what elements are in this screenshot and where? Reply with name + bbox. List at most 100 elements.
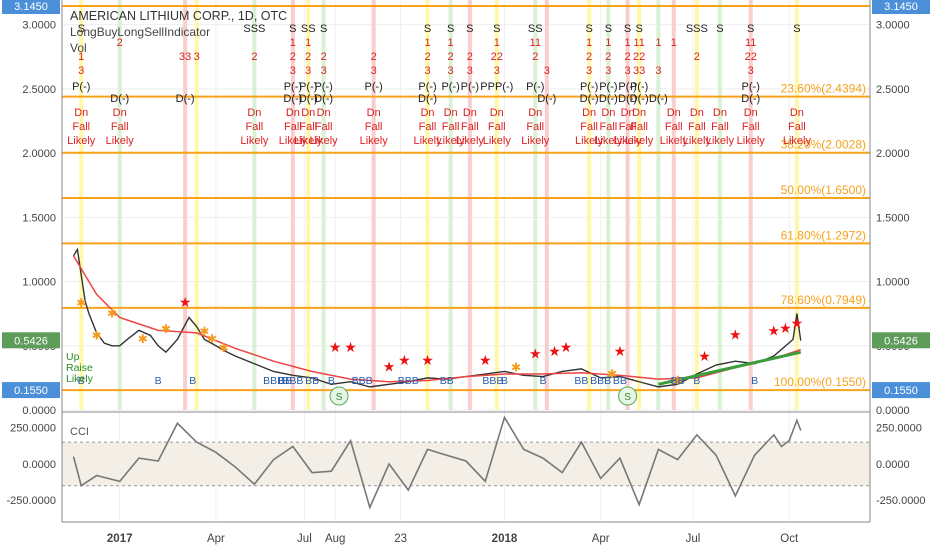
legend: AMERICAN LITHIUM CORP., 1D, OTC LongBuyL…	[70, 8, 287, 56]
cci-band	[62, 442, 870, 486]
fib-label: 100.00%(0.1550)	[774, 375, 866, 389]
signal-text: PPP(-)	[480, 81, 513, 93]
chart-symbol-title: AMERICAN LITHIUM CORP., 1D, OTC	[70, 9, 288, 23]
signal-text: Fall	[619, 121, 637, 133]
signal-text: Dn	[528, 107, 542, 119]
signal-text: Likely	[594, 135, 623, 147]
red-star: ★	[548, 343, 561, 359]
signal-band	[694, 0, 699, 410]
price-badge-right	[872, 382, 930, 399]
price-tick-right: 1.0000	[876, 277, 910, 289]
signal-text: 1	[625, 37, 631, 49]
fib-label: 23.60%(2.4394)	[781, 82, 866, 96]
signal-text: Fall	[742, 121, 760, 133]
cci-label: CCI	[70, 426, 89, 438]
price-tick-right: 2.0000	[876, 148, 910, 160]
buy-signal-text: BB	[440, 375, 454, 387]
signal-text: 1	[290, 37, 296, 49]
volume-label: Vol	[70, 41, 87, 55]
signal-text: Dn	[632, 107, 646, 119]
signal-text: D(-)	[630, 93, 649, 105]
signal-text: Fall	[711, 121, 729, 133]
signal-text: 2	[625, 51, 631, 63]
signal-text: Dn	[444, 107, 458, 119]
signal-band	[671, 0, 676, 410]
signal-text: SS	[528, 23, 543, 35]
signal-band	[448, 0, 453, 410]
price-tick-right: 2.5000	[876, 84, 910, 96]
signal-text: D(-)	[418, 93, 437, 105]
signal-band	[544, 0, 549, 410]
signal-text: Likely	[240, 135, 269, 147]
signal-text: 3	[494, 65, 500, 77]
signal-text: Fall	[580, 121, 598, 133]
signal-text: D(-)	[599, 93, 618, 105]
signal-text: Fall	[419, 121, 437, 133]
orange-star: ✱	[92, 328, 102, 342]
signal-text: S	[78, 23, 85, 35]
orange-star: ✱	[511, 360, 521, 374]
buy-signal-text: BB	[574, 375, 588, 387]
cci-tick-left: 250.0000	[10, 423, 56, 435]
signal-text: S	[716, 23, 723, 35]
signal-text: P(-)	[284, 81, 302, 93]
fib-label: 38.20%(2.0028)	[781, 138, 866, 152]
price-badge-right-text: 3.1450	[884, 1, 918, 13]
s-circle-label: S	[336, 392, 343, 403]
signal-text: Likely	[437, 135, 466, 147]
signal-text: 3	[290, 65, 296, 77]
orange-star: ✱	[199, 324, 209, 338]
signal-band	[748, 0, 753, 410]
indicator-name: LongBuyLongSellIndicator	[70, 25, 211, 39]
signal-text: Likely	[483, 135, 512, 147]
price-badge-left-text: 3.1450	[14, 1, 48, 13]
signal-text: Fall	[442, 121, 460, 133]
signal-text: Dn	[420, 107, 434, 119]
signal-text: P(-)	[580, 81, 598, 93]
signal-text: SSS	[686, 23, 708, 35]
signal-band	[194, 0, 199, 410]
signal-text: SS	[301, 23, 316, 35]
signal-text: Fall	[299, 121, 317, 133]
price-badge-left	[2, 0, 60, 14]
signal-band	[656, 0, 661, 410]
signal-text: 2	[448, 51, 454, 63]
signal-band	[467, 0, 472, 410]
signal-text: 1	[655, 37, 661, 49]
fib-label: 61.80%(1.2972)	[781, 228, 866, 242]
price-tick-left: 2.0000	[22, 148, 56, 160]
buy-signal-text: B	[751, 375, 758, 387]
signal-text: Dn	[621, 107, 635, 119]
cci-tick-right: -250.0000	[876, 495, 926, 507]
signal-text: 3	[586, 65, 592, 77]
signal-text: 3	[605, 65, 611, 77]
signal-text: 1	[605, 37, 611, 49]
signal-text: Likely	[360, 135, 389, 147]
signal-text: Likely	[625, 135, 654, 147]
cci-tick-left: -250.0000	[6, 495, 56, 507]
signal-text: Dn	[317, 107, 331, 119]
buy-signal-text: BB	[613, 375, 627, 387]
signal-text: 2	[117, 37, 123, 49]
signal-text: S	[289, 23, 296, 35]
red-star: ★	[560, 339, 573, 355]
signal-text: P(-)	[364, 81, 382, 93]
signal-text: Likely	[521, 135, 550, 147]
buy-signal-text: BB	[305, 375, 319, 387]
red-star: ★	[329, 339, 342, 355]
signal-band	[117, 0, 122, 410]
price-tick-left: 0.0000	[22, 405, 56, 417]
red-star: ★	[729, 326, 742, 342]
price-badge-left-text: 0.1550	[14, 385, 48, 397]
red-star: ★	[479, 352, 492, 368]
signal-text: D(-)	[649, 93, 668, 105]
signal-band	[494, 0, 499, 410]
signal-text: Dn	[286, 107, 300, 119]
signal-band	[533, 0, 538, 410]
signal-text: 2	[251, 51, 257, 63]
fib-label: 78.60%(0.7949)	[781, 293, 866, 307]
signal-text: Dn	[601, 107, 615, 119]
signal-text: Fall	[461, 121, 479, 133]
